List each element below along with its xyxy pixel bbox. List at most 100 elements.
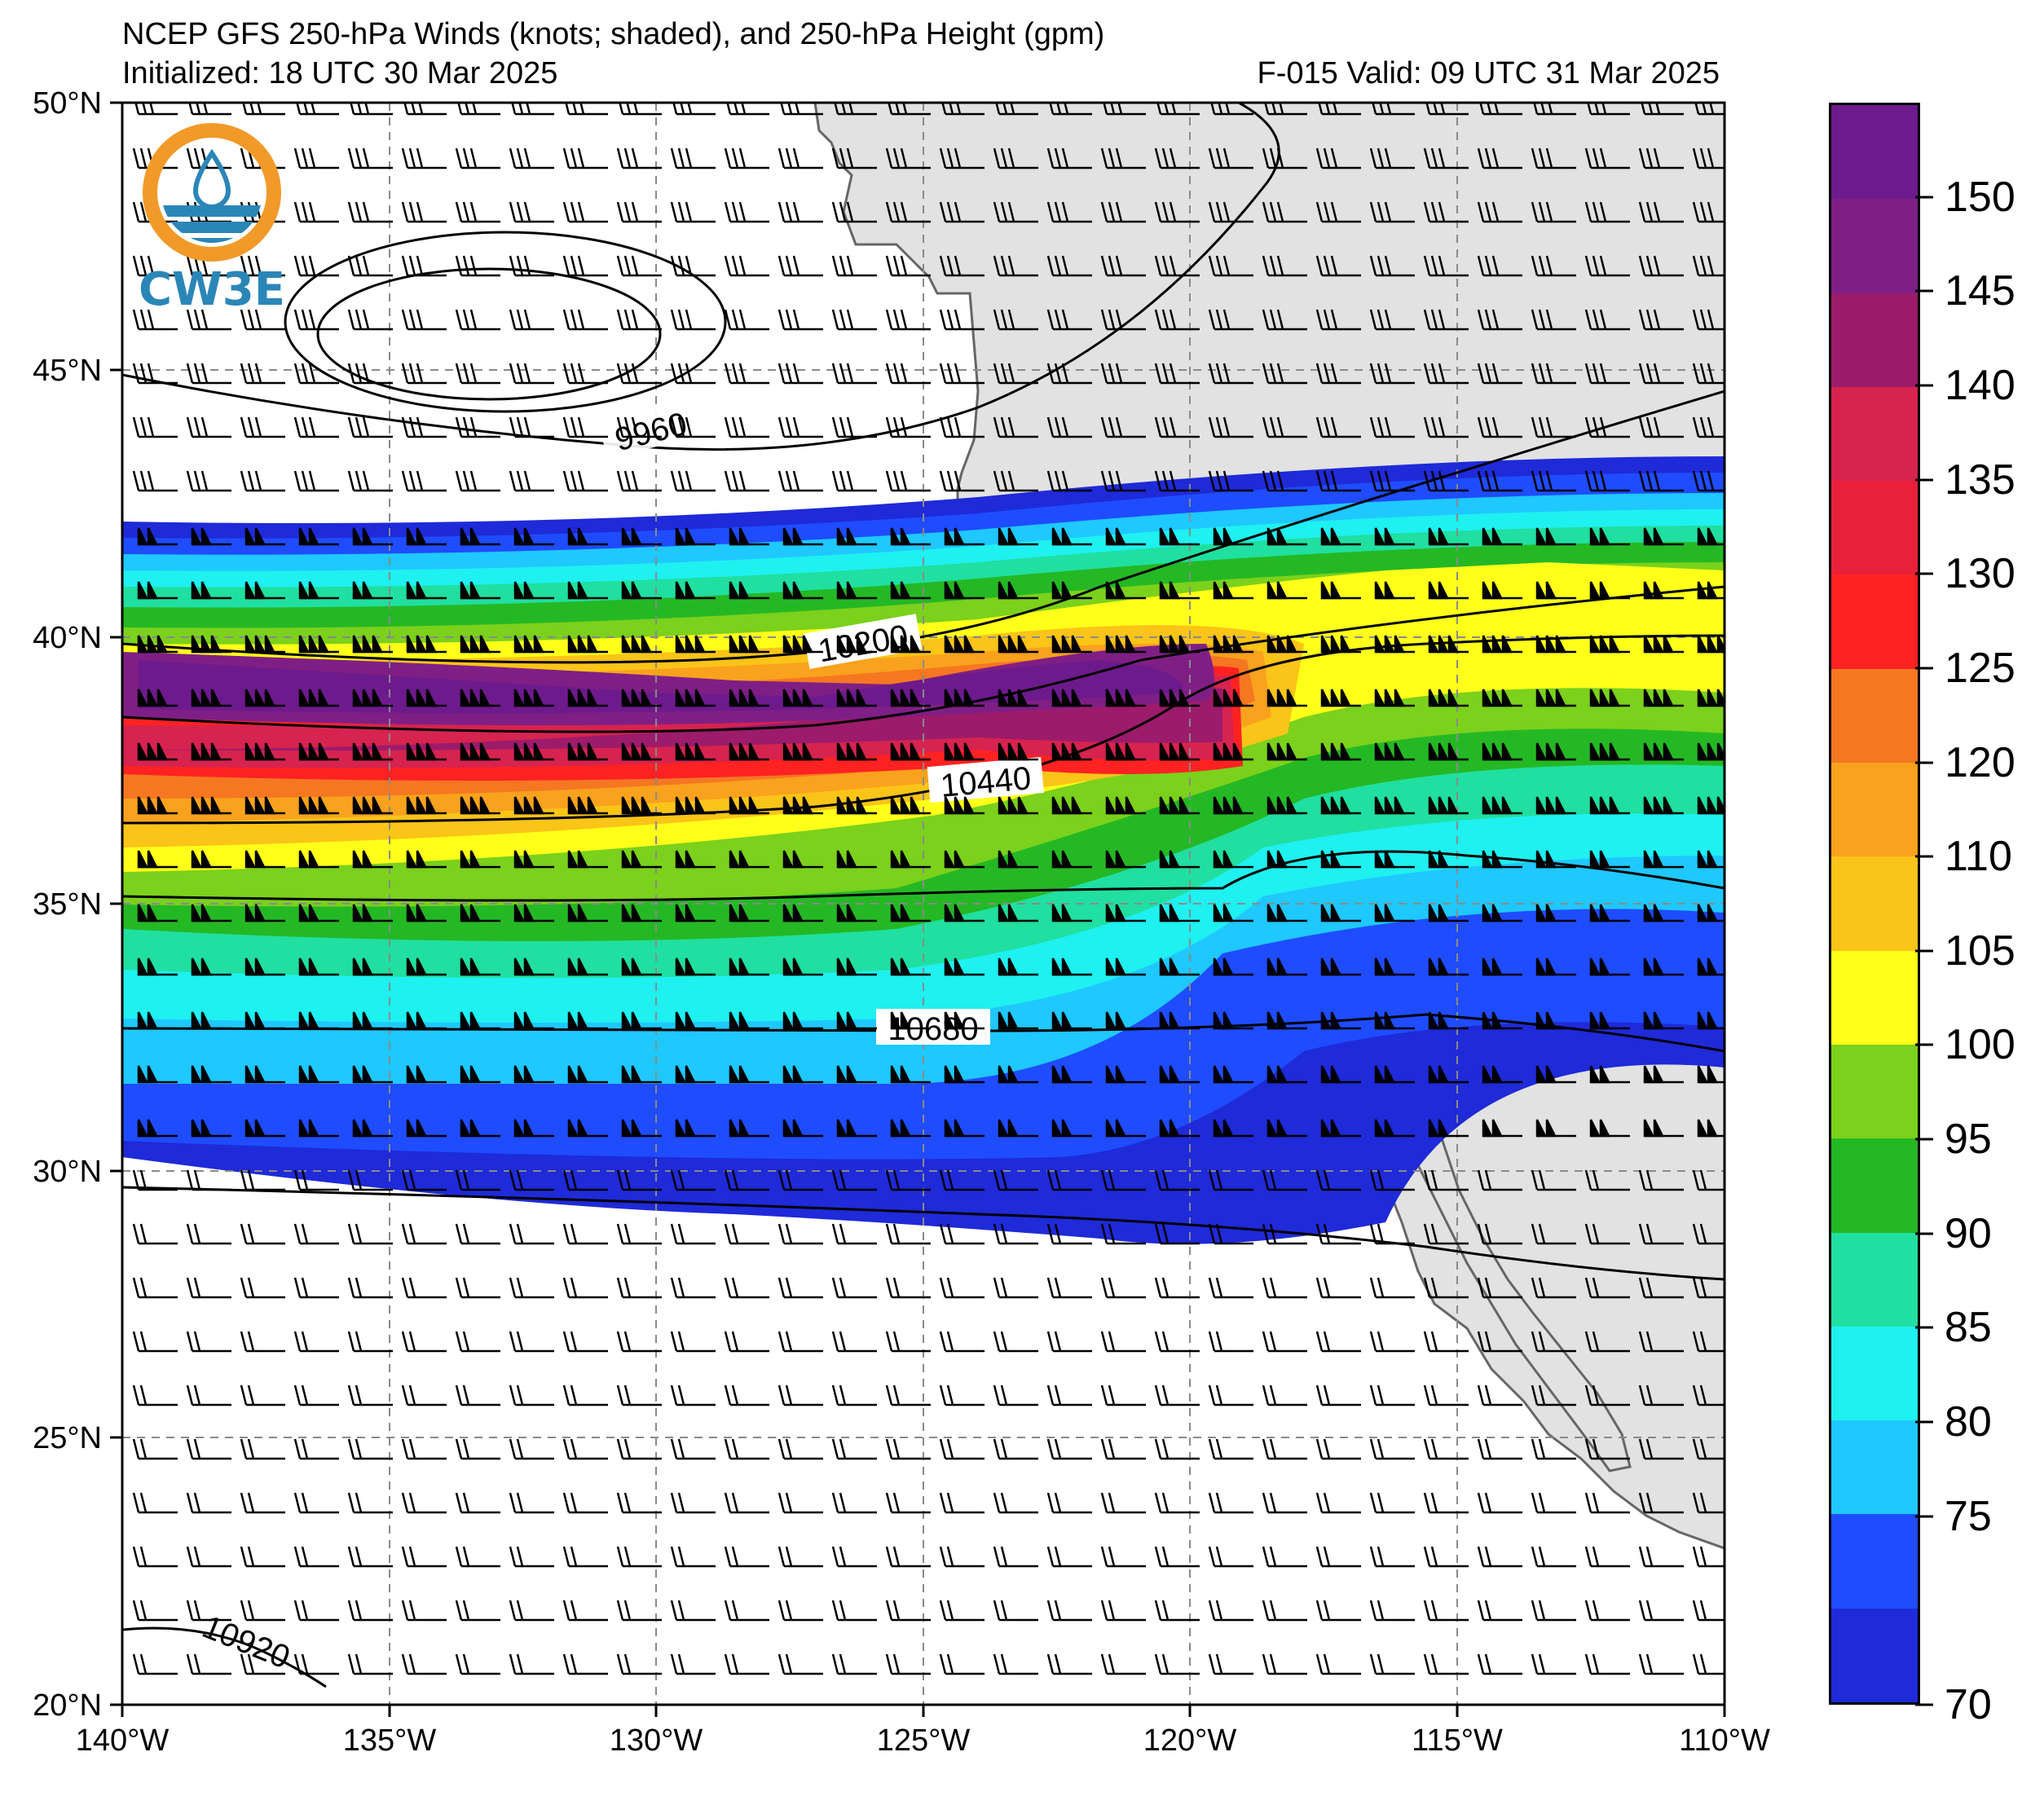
wind-barb	[890, 1119, 931, 1138]
wind-barb	[244, 581, 285, 600]
wind-barb	[1638, 309, 1684, 331]
wind-barb	[352, 1119, 393, 1138]
lat-labels: 50°N 45°N 40°N 35°N 30°N 25°N 20°N	[33, 86, 102, 1723]
wind-barb	[944, 850, 985, 869]
wind-barb	[890, 1011, 931, 1030]
wind-barb	[298, 742, 339, 761]
wind-barb	[778, 1331, 823, 1353]
wind-barb	[1264, 103, 1307, 116]
wind-barb	[191, 689, 231, 707]
colorbar-segment	[1831, 668, 1918, 764]
wind-barb	[836, 1119, 877, 1138]
wind-barb	[836, 742, 877, 761]
wind-barb	[616, 309, 662, 331]
wind-barb	[1425, 103, 1469, 116]
wind-barb	[836, 527, 877, 546]
wind-barb	[352, 1065, 393, 1084]
wind-barb	[298, 689, 339, 707]
wind-barb	[724, 416, 769, 438]
colorbar-tick	[1915, 1232, 1933, 1235]
wind-barb	[675, 796, 716, 815]
wind-barb	[293, 1223, 339, 1245]
wind-barb	[513, 527, 554, 546]
wind-barb	[1643, 957, 1684, 976]
wind-barb	[567, 527, 608, 546]
wind-barb	[1046, 1384, 1092, 1406]
wind-barb	[729, 1011, 769, 1030]
wind-barb	[670, 1600, 716, 1622]
wind-barb	[1638, 1169, 1684, 1191]
wind-barb	[1320, 742, 1361, 761]
wind-barb	[1643, 904, 1684, 922]
wind-barb	[1315, 1384, 1361, 1406]
wind-barb	[616, 470, 662, 492]
wind-barb	[191, 581, 231, 600]
wind-barb	[1692, 1438, 1725, 1460]
wind-barb	[293, 470, 339, 492]
wind-barb	[1051, 581, 1092, 600]
wind-barb	[132, 416, 178, 438]
wind-barb	[1374, 635, 1415, 654]
colorbar-segment	[1831, 481, 1918, 575]
colorbar-label: 80	[1945, 1398, 1992, 1446]
wind-barb	[1584, 1169, 1630, 1191]
wind-barb	[186, 1223, 231, 1245]
wind-barb	[1315, 255, 1361, 277]
wind-barb	[1423, 1384, 1469, 1406]
wind-barb	[1318, 103, 1361, 116]
wind-barb	[562, 1331, 608, 1353]
wind-barb	[1423, 1546, 1469, 1568]
colorbar-segment	[1831, 386, 1918, 482]
wind-barb	[670, 1492, 716, 1514]
wind-barb	[724, 363, 769, 385]
wind-barb	[401, 309, 447, 331]
wind-barb	[831, 1384, 877, 1406]
height-contours	[122, 103, 1725, 1688]
wind-barb	[782, 1011, 823, 1030]
wind-barb	[1643, 796, 1684, 815]
wind-barb	[1482, 904, 1522, 922]
wind-barb	[1369, 1492, 1415, 1514]
wind-barb	[460, 635, 500, 654]
wind-barb	[1423, 1600, 1469, 1622]
wind-barb	[1208, 1223, 1253, 1245]
wind-barb	[1213, 957, 1253, 976]
wind-barb	[1589, 527, 1630, 546]
wind-barb	[352, 850, 393, 869]
wind-barb	[782, 796, 823, 815]
wind-barb	[1535, 957, 1576, 976]
colorbar-label: 95	[1945, 1116, 1992, 1164]
wind-barb	[352, 527, 393, 546]
wind-barb	[1369, 201, 1415, 223]
wind-barb	[352, 689, 393, 707]
wind-barb	[1428, 527, 1469, 546]
wind-barb	[1477, 1546, 1522, 1568]
wind-barb	[1320, 581, 1361, 600]
wind-barb	[782, 581, 823, 600]
wind-barb	[1266, 904, 1307, 922]
wind-barb	[670, 1653, 716, 1675]
wind-barb	[1154, 1546, 1200, 1568]
wind-barb	[1320, 904, 1361, 922]
wind-barb	[778, 1653, 823, 1675]
wind-barb	[1315, 1331, 1361, 1353]
wind-barb	[567, 1011, 608, 1030]
wind-barb	[670, 1384, 716, 1406]
wind-barb	[1262, 147, 1307, 169]
wind-barb	[1262, 416, 1307, 438]
colorbar-tick	[1915, 1420, 1933, 1424]
wind-barb	[998, 796, 1038, 815]
wind-barb	[137, 796, 178, 815]
wind-barb	[1315, 147, 1361, 169]
graticule	[122, 103, 1725, 1705]
wind-barb	[132, 1384, 178, 1406]
wind-barb	[890, 1065, 931, 1084]
wind-barb	[1369, 1384, 1415, 1406]
wind-barb	[1100, 201, 1146, 223]
wind-barb	[509, 1384, 554, 1406]
wind-barb	[401, 201, 447, 223]
wind-barb	[347, 1653, 393, 1675]
wind-barb	[621, 904, 662, 922]
wind-barb	[724, 1492, 769, 1514]
wind-barb	[944, 635, 985, 654]
